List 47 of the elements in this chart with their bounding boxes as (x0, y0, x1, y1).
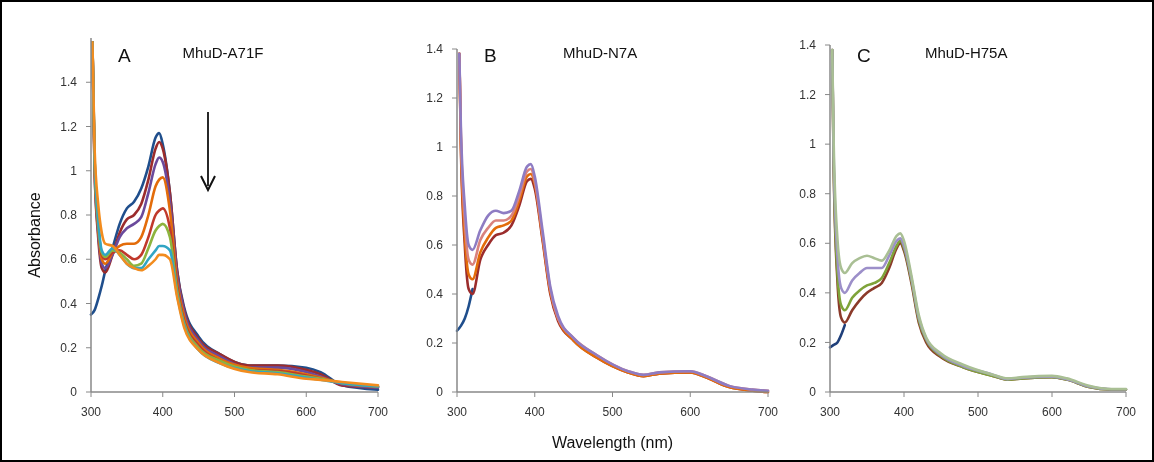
x-axis-title: Wavelength (nm) (551, 434, 674, 451)
x-tick-label: 400 (524, 405, 546, 419)
y-tick-label: 0.6 (60, 252, 78, 267)
y-tick-label: 0.2 (799, 335, 817, 350)
y-tick-label: 1.2 (426, 91, 444, 106)
x-tick-label: 700 (757, 405, 779, 419)
y-tick-label: 0 (809, 385, 817, 400)
y-tick-label: 1.2 (60, 119, 78, 134)
y-tick-label: 0.8 (60, 208, 78, 223)
x-tick-label: 500 (602, 405, 623, 419)
y-tick-label: 0.8 (426, 189, 444, 204)
y-tick-label: 0.2 (426, 336, 444, 351)
chart-title: MhuD-A71F (182, 44, 264, 61)
y-tick-label: 0 (436, 385, 444, 400)
y-tick-label: 1 (809, 137, 817, 152)
x-tick-label: 500 (224, 405, 245, 419)
y-tick-label: 0.6 (426, 238, 444, 253)
y-tick-label: 1.4 (426, 42, 444, 57)
x-tick-label: 600 (680, 405, 701, 419)
y-tick-label: 1.4 (799, 38, 817, 53)
y-tick-label: 0.2 (60, 340, 78, 355)
y-tick-label: 0.4 (60, 296, 78, 311)
annotation: B (484, 45, 497, 66)
x-tick-label: 400 (893, 405, 915, 419)
y-tick-label: 0.6 (799, 236, 817, 251)
y-tick-label: 1.2 (799, 87, 817, 102)
y-tick-label: 0.4 (426, 287, 444, 302)
x-tick-label: 500 (967, 405, 989, 419)
x-tick-label: 700 (367, 405, 389, 419)
x-tick-label: 600 (296, 405, 317, 419)
chart-title: MhuD-N7A (562, 44, 638, 61)
y-tick-label: 0 (70, 385, 78, 400)
annotation: C (857, 45, 871, 66)
y-axis-title: Absorbance (26, 192, 43, 278)
y-tick-label: 1.4 (60, 75, 78, 90)
x-tick-label: 700 (1115, 405, 1137, 419)
y-tick-label: 1 (436, 140, 444, 155)
y-tick-label: 1 (70, 163, 78, 178)
y-tick-label: 0.4 (799, 286, 817, 301)
y-tick-label: 0.8 (799, 186, 817, 201)
x-tick-label: 600 (1041, 405, 1063, 419)
x-tick-label: 300 (80, 405, 102, 419)
x-tick-label: 400 (152, 405, 174, 419)
x-tick-label: 300 (819, 405, 841, 419)
x-tick-label: 300 (446, 405, 468, 419)
chart-title: MhuD-H75A (924, 44, 1008, 61)
annotation: A (118, 45, 131, 66)
